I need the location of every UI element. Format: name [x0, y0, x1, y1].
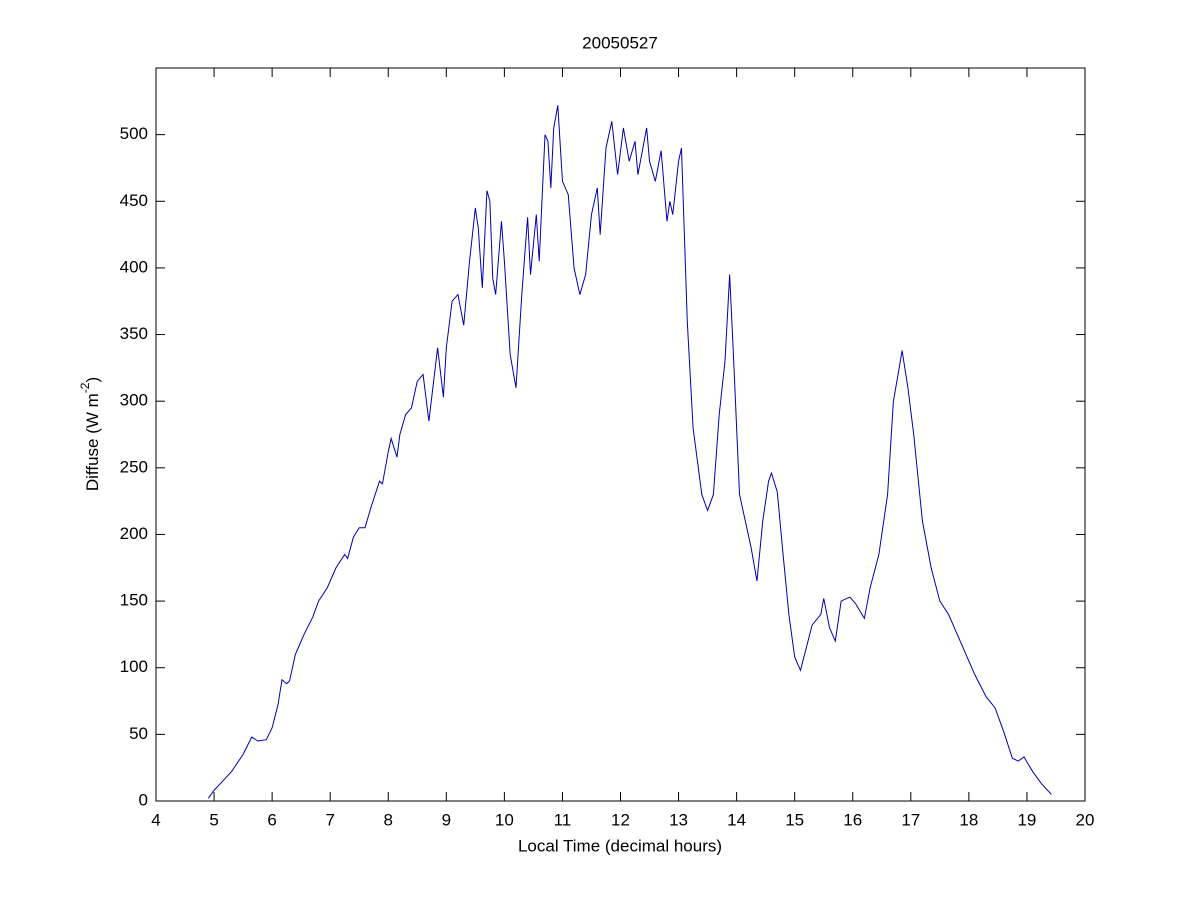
plot-frame	[155, 67, 1086, 802]
x-tick-label: 12	[611, 810, 630, 829]
y-tick-label: 300	[120, 391, 148, 410]
y-tick-label: 0	[139, 790, 148, 809]
y-axis-label: Diffuse (W m-2)	[78, 377, 102, 491]
y-tick-label: 250	[120, 457, 148, 476]
x-tick-label: 5	[209, 810, 218, 829]
x-axis-label: Local Time (decimal hours)	[518, 836, 722, 855]
x-tick-label: 7	[325, 810, 334, 829]
x-tick-label: 13	[669, 810, 688, 829]
x-tick-label: 15	[785, 810, 804, 829]
data-line	[207, 105, 1052, 799]
y-tick-label: 200	[120, 524, 148, 543]
x-tick-label: 17	[901, 810, 920, 829]
y-tick-label: 450	[120, 191, 148, 210]
y-tick-label: 350	[120, 324, 148, 343]
x-tick-label: 20	[1076, 810, 1095, 829]
y-label-part: )	[83, 377, 102, 383]
x-tick-label: 14	[727, 810, 746, 829]
y-label-superscript: -2	[78, 382, 92, 393]
y-label-part: Diffuse (W m	[83, 393, 102, 491]
x-tick-label: 9	[442, 810, 451, 829]
x-tick-label: 10	[495, 810, 514, 829]
x-tick-label: 8	[384, 810, 393, 829]
y-tick-label: 150	[120, 591, 148, 610]
y-tick-label: 400	[120, 257, 148, 276]
y-tick-label: 100	[120, 657, 148, 676]
x-tick-label: 6	[267, 810, 276, 829]
x-tick-label: 4	[151, 810, 160, 829]
x-tick-label: 16	[843, 810, 862, 829]
x-tick-label: 11	[554, 810, 572, 829]
chart-title: 20050527	[582, 33, 658, 52]
x-tick-label: 18	[959, 810, 978, 829]
y-tick-label: 500	[120, 124, 148, 143]
x-tick-label: 19	[1017, 810, 1036, 829]
y-tick-label: 50	[129, 724, 148, 743]
